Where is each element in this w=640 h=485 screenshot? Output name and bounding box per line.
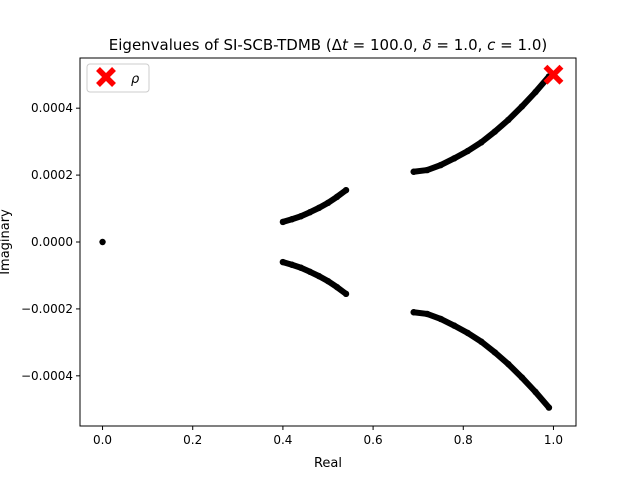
y-axis-label: Imaginary (0, 209, 13, 275)
eigenvalue-point (451, 322, 458, 329)
x-tick-label: 1.0 (544, 433, 563, 447)
legend-label-rho: ρ (131, 72, 140, 87)
eigenvalue-point (324, 277, 332, 285)
eigenvalue-point (478, 338, 485, 345)
eigenvalue-point (518, 374, 526, 381)
eigenvalue-point (532, 388, 539, 396)
legend-marker-rho (96, 67, 116, 87)
eigenvalue-point (410, 168, 417, 175)
x-tick-label: 0.4 (273, 433, 292, 447)
eigenvalue-point (333, 283, 341, 291)
plot-marks (99, 64, 564, 411)
y-tick-label: −0.0004 (21, 369, 73, 383)
legend-box (86, 63, 150, 93)
y-tick-label: 0.0004 (31, 101, 73, 115)
eigenvalue-point (315, 272, 323, 280)
eigenvalue-point (99, 238, 106, 246)
eigenvalue-point (464, 329, 471, 337)
legend: ρ (86, 63, 150, 93)
eigenvalue-point (451, 155, 458, 162)
spectral-radius-marker (543, 64, 564, 85)
legend-x-icon (96, 67, 116, 87)
eigenvalue-point (478, 139, 485, 146)
eigenvalue-point (437, 315, 444, 323)
eigenvalue-point (324, 199, 332, 207)
eigenvalue-point (315, 204, 323, 212)
eigenvalue-point (342, 186, 350, 194)
eigenvalue-point (518, 103, 526, 110)
eigenvalue-point (288, 216, 296, 223)
eigenvalue-point (410, 309, 417, 316)
x-axis-ticks: 0.0 0.2 0.4 0.6 0.8 1.0 (93, 426, 563, 447)
eigenvalue-point (306, 209, 314, 216)
eigenvalue-point (491, 349, 499, 356)
eigenvalue-point (297, 213, 305, 220)
eigenvalue-point (424, 166, 431, 174)
eigenvalue-point (279, 258, 287, 266)
eigenvalue-point (342, 290, 350, 298)
eigenvalue-point (333, 193, 341, 201)
eigenvalue-point (505, 116, 512, 124)
x-axis-label: Real (314, 456, 342, 471)
eigenvalue-point (279, 218, 287, 226)
eigenvalue-point (437, 161, 444, 169)
eigenvalue-point (306, 268, 314, 275)
eigenvalue-point (464, 147, 471, 155)
eigenvalue-point (288, 261, 296, 268)
eigenvalue-point (532, 88, 539, 96)
x-tick-label: 0.0 (93, 433, 112, 447)
eigenvalue-point (491, 128, 499, 135)
eigenvalue-point (505, 360, 512, 368)
eigenvalue-point (424, 310, 431, 318)
x-tick-label: 0.2 (183, 433, 202, 447)
eigenvalue-point (297, 264, 305, 271)
y-tick-label: 0.0002 (31, 168, 73, 182)
chart-title: Eigenvalues of SI-SCB-TDMB (Δt = 100.0, … (109, 36, 547, 54)
y-tick-label: −0.0002 (21, 302, 73, 316)
y-axis-ticks: −0.0004 −0.0002 0.0000 0.0002 0.0004 (21, 101, 80, 383)
x-tick-label: 0.6 (364, 433, 383, 447)
x-tick-label: 0.8 (454, 433, 473, 447)
eigenvalue-point (545, 404, 553, 411)
y-tick-label: 0.0000 (31, 235, 73, 249)
